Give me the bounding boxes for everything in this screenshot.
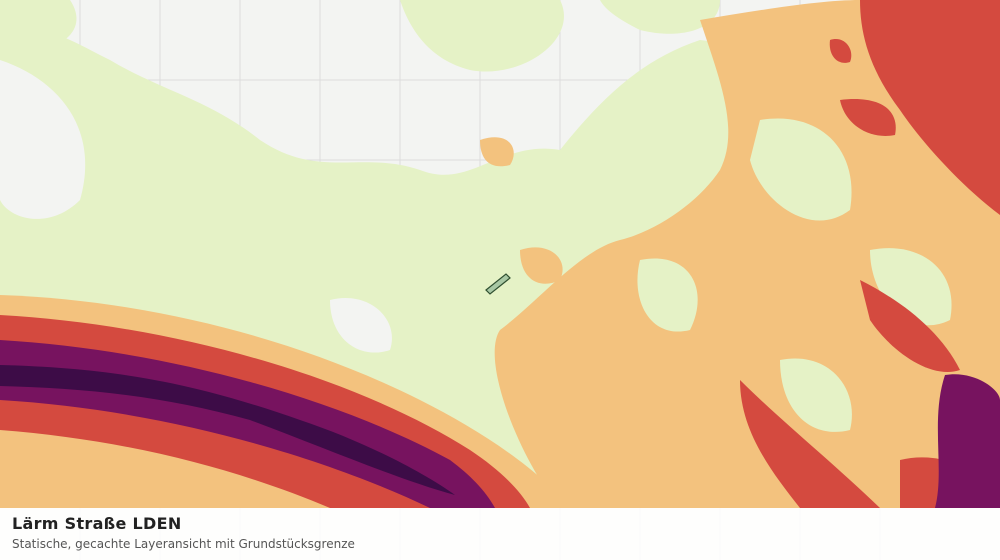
map-subtitle: Statische, gecachte Layeransicht mit Gru…: [12, 537, 355, 551]
map-caption: Lärm Straße LDEN Statische, gecachte Lay…: [0, 508, 1000, 560]
parcel-boundary: [485, 273, 511, 295]
map-title: Lärm Straße LDEN: [12, 514, 182, 533]
noise-zone-extreme: [0, 365, 455, 495]
